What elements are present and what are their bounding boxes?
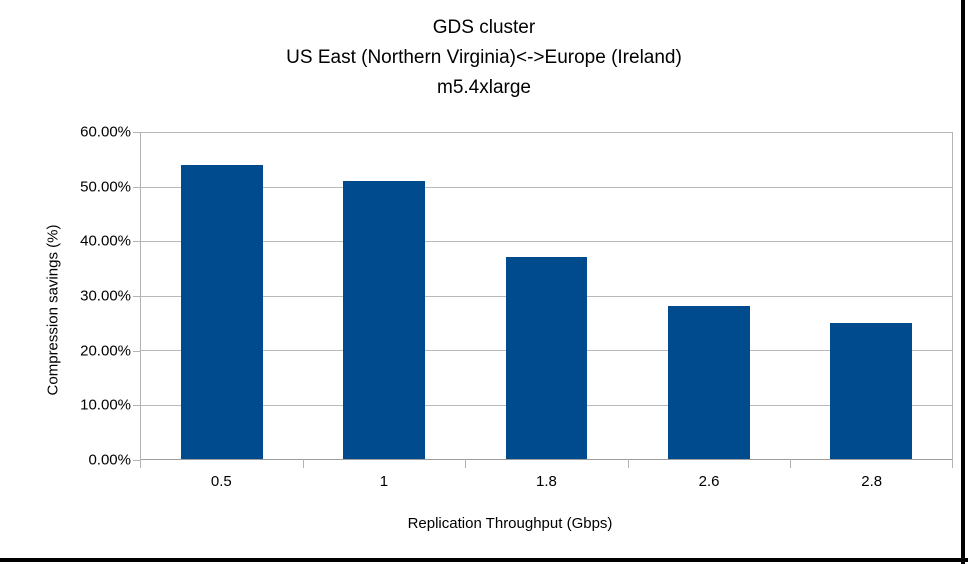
- y-tick-label: 40.00%: [80, 232, 131, 250]
- x-axis-tick-labels: 0.5 1 1.8 2.6 2.8: [140, 473, 953, 490]
- y-axis-tick-labels: 0.00% 10.00% 20.00% 30.00% 40.00% 50.00% 60.00…: [0, 124, 131, 469]
- x-tick-label: 1: [379, 473, 389, 490]
- image-border-bottom: [0, 558, 968, 562]
- bar-slot-2.6: [628, 132, 790, 459]
- x-tick-mark: [952, 459, 953, 468]
- bar-series: [141, 132, 952, 459]
- x-tick-mark: [627, 459, 629, 468]
- bar-slot-1: [303, 132, 465, 459]
- y-tick-label: 20.00%: [80, 342, 131, 360]
- bar-slot-2.8: [790, 132, 952, 459]
- y-gridline: [141, 186, 952, 188]
- x-axis-tick-marks: [140, 459, 953, 468]
- x-tick-label: 0.5: [210, 473, 232, 490]
- chart-title-line-1: GDS cluster: [432, 17, 536, 38]
- bar-1: [343, 181, 426, 459]
- y-tick-label: 60.00%: [80, 123, 131, 141]
- bar-0.5: [181, 164, 263, 459]
- y-tick-mark: [133, 296, 140, 297]
- y-gridline: [141, 132, 952, 133]
- y-tick-mark: [133, 241, 140, 243]
- chart-title: GDS cluster US East (Northern Virginia)<…: [0, 13, 968, 103]
- y-tick-label: 0.00%: [88, 451, 131, 469]
- chart-title-line-2: US East (Northern Virginia)<->Europe (Ir…: [286, 47, 682, 68]
- x-tick-label: 2.8: [861, 473, 883, 490]
- y-tick-label: 30.00%: [80, 287, 131, 305]
- x-tick-mark: [465, 459, 467, 468]
- x-axis-title: Replication Throughput (Gbps): [407, 515, 613, 532]
- bar-slot-1.8: [465, 132, 627, 459]
- y-tick-mark: [133, 350, 140, 352]
- x-tick-mark: [302, 459, 304, 468]
- y-axis-tick-marks: [133, 132, 140, 461]
- y-gridline: [141, 241, 952, 243]
- x-tick-mark: [790, 459, 792, 468]
- x-tick-label: 2.6: [698, 473, 720, 490]
- x-tick-label: 1.8: [536, 473, 557, 490]
- x-tick-mark: [140, 459, 141, 468]
- bar-2.6: [667, 306, 750, 459]
- y-tick-mark: [133, 186, 140, 188]
- chart-title-line-3: m5.4xlarge: [437, 77, 531, 98]
- y-tick-label: 10.00%: [80, 396, 131, 414]
- image-border-right: [961, 0, 965, 564]
- y-tick-label: 50.00%: [80, 178, 131, 196]
- y-tick-mark: [133, 405, 140, 407]
- bar-2.8: [830, 322, 912, 459]
- y-tick-mark: [133, 460, 140, 461]
- bar-1.8: [505, 257, 588, 459]
- plot-area: [140, 132, 953, 460]
- y-tick-mark: [133, 132, 140, 133]
- bar-slot-0.5: [141, 132, 303, 459]
